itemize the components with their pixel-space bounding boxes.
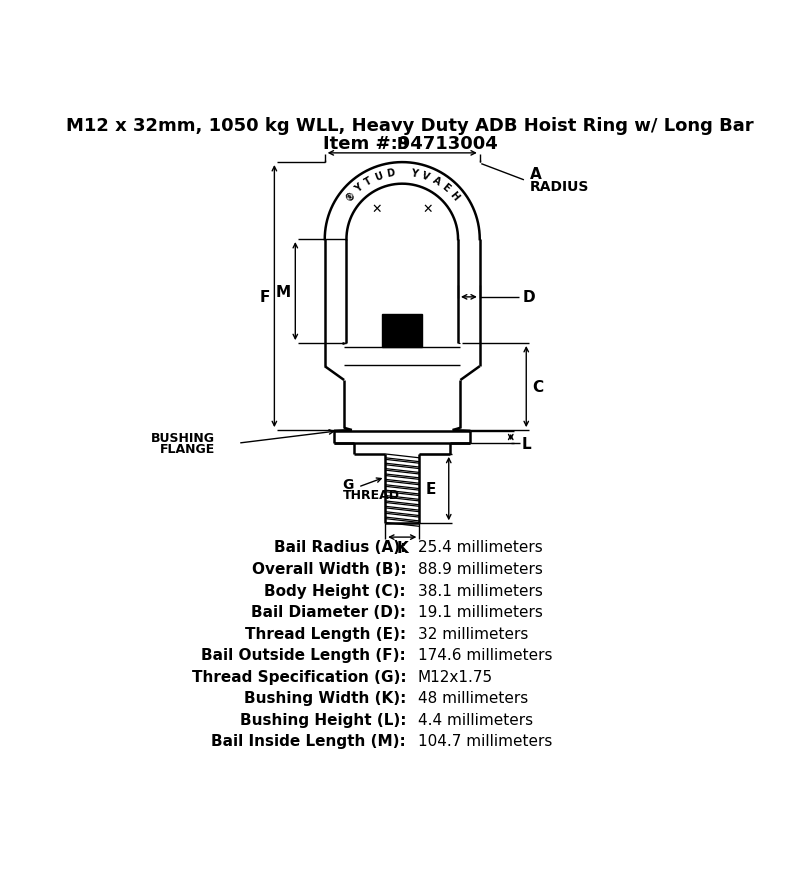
Text: L: L — [522, 436, 531, 451]
Text: ✕: ✕ — [423, 203, 434, 216]
Text: A: A — [430, 175, 442, 188]
Text: Bail Radius (A):: Bail Radius (A): — [274, 540, 406, 555]
Text: Thread Length (E):: Thread Length (E): — [245, 626, 406, 641]
Text: H: H — [448, 190, 461, 203]
Text: 38.1 millimeters: 38.1 millimeters — [418, 583, 542, 598]
Text: Body Height (C):: Body Height (C): — [265, 583, 406, 598]
Text: Bushing Height (L):: Bushing Height (L): — [240, 712, 406, 727]
Text: E: E — [440, 182, 452, 194]
Text: B: B — [397, 137, 408, 152]
Text: 32 millimeters: 32 millimeters — [418, 626, 528, 641]
Text: BUSHING: BUSHING — [150, 431, 214, 445]
Text: FLANGE: FLANGE — [159, 443, 214, 455]
Text: K: K — [396, 540, 408, 555]
Text: Overall Width (B):: Overall Width (B): — [251, 561, 406, 576]
Text: T: T — [362, 175, 374, 187]
Text: G: G — [342, 477, 354, 491]
Text: ®: ® — [343, 189, 357, 203]
Text: D: D — [522, 290, 535, 305]
Text: 19.1 millimeters: 19.1 millimeters — [418, 604, 542, 619]
Text: Y: Y — [410, 168, 418, 179]
Text: Bail Diameter (D):: Bail Diameter (D): — [251, 604, 406, 619]
Text: E: E — [426, 481, 436, 496]
Text: 4.4 millimeters: 4.4 millimeters — [418, 712, 533, 727]
Polygon shape — [382, 315, 422, 347]
Text: V: V — [420, 170, 431, 182]
Text: Item #:94713004: Item #:94713004 — [322, 134, 498, 153]
Text: Y: Y — [353, 182, 364, 194]
Text: D: D — [386, 168, 395, 179]
Text: M: M — [275, 284, 290, 299]
Text: C: C — [533, 380, 543, 395]
Text: F: F — [259, 289, 270, 304]
Text: Bail Inside Length (M):: Bail Inside Length (M): — [211, 734, 406, 749]
Text: M12 x 32mm, 1050 kg WLL, Heavy Duty ADB Hoist Ring w/ Long Bar: M12 x 32mm, 1050 kg WLL, Heavy Duty ADB … — [66, 117, 754, 135]
Text: 25.4 millimeters: 25.4 millimeters — [418, 540, 542, 555]
Text: THREAD: THREAD — [342, 488, 399, 502]
Text: 174.6 millimeters: 174.6 millimeters — [418, 647, 552, 662]
Text: Bail Outside Length (F):: Bail Outside Length (F): — [202, 647, 406, 662]
Text: Bushing Width (K):: Bushing Width (K): — [244, 690, 406, 705]
Text: A: A — [530, 167, 542, 182]
Text: Thread Specification (G):: Thread Specification (G): — [191, 669, 406, 684]
Text: M12x1.75: M12x1.75 — [418, 669, 493, 684]
Text: 48 millimeters: 48 millimeters — [418, 690, 528, 705]
Text: 104.7 millimeters: 104.7 millimeters — [418, 734, 552, 749]
Text: U: U — [374, 170, 384, 182]
Text: RADIUS: RADIUS — [530, 180, 590, 194]
Text: 88.9 millimeters: 88.9 millimeters — [418, 561, 542, 576]
Text: ✕: ✕ — [371, 203, 382, 216]
